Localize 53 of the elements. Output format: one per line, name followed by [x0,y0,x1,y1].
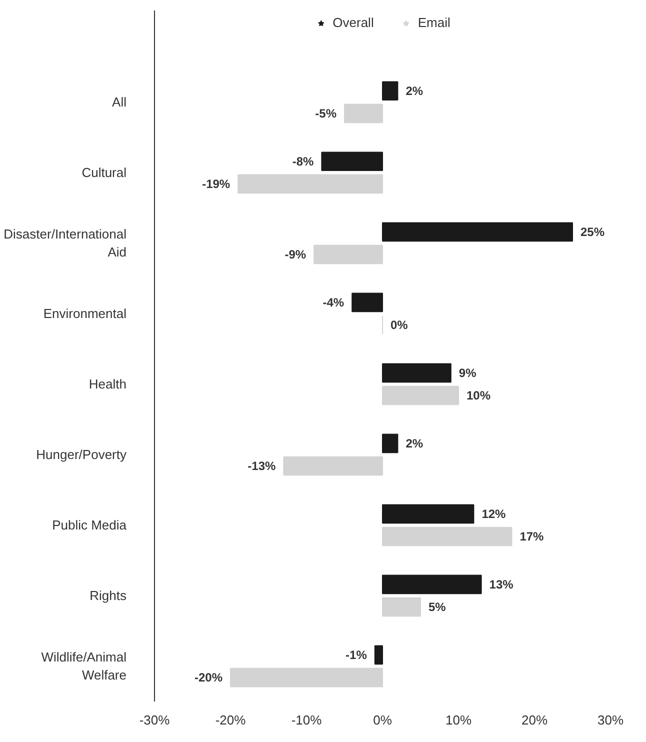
bar [382,363,452,383]
x-tick-label: 10% [445,712,472,728]
bar [382,434,398,454]
y-tick-label: Health [88,376,126,392]
data-label: -1% [346,648,368,662]
y-tick-label: Environmental [43,306,127,322]
bar [321,152,383,172]
y-tick-label: Rights [90,588,127,604]
bar [382,81,398,101]
data-label: 17% [520,530,544,544]
data-label: 0% [390,318,408,332]
x-tick-label: -20% [215,712,246,728]
data-label: 25% [580,224,605,239]
data-label: 5% [428,600,446,614]
y-tick-label: Wildlife/Animal Welfare [41,650,127,683]
data-label: -20% [194,670,223,685]
data-label: -19% [202,176,230,191]
bar [238,174,383,194]
y-tick-label: Public Media [52,518,128,533]
y-tick-label: Disaster/International Aid [4,226,127,260]
data-label: -4% [322,295,344,310]
data-label: 9% [458,366,477,380]
bar [283,456,383,476]
legend-label: Email [418,15,450,30]
x-tick-label: 30% [597,712,624,728]
bar [382,222,573,242]
data-label: 13% [489,577,514,592]
data-label: -9% [284,247,306,262]
bar [230,668,383,688]
bar [314,244,383,264]
y-tick-label: Hunger/Poverty [36,447,127,462]
bar [382,597,421,617]
bar [382,526,512,546]
data-label: -8% [292,154,314,168]
bar [352,292,383,312]
bar [382,574,482,594]
data-label: 10% [466,388,491,402]
data-label: -13% [248,458,276,473]
bar [382,386,459,406]
x-tick-label: 0% [373,712,392,728]
y-tick-label: All [112,94,127,110]
data-label: 12% [482,506,506,521]
legend-label: Overall [332,15,374,30]
data-label: -5% [315,106,337,120]
data-label: 2% [406,436,424,450]
x-tick-label: -30% [139,712,170,728]
x-tick-label: -10% [291,712,322,728]
data-label: 2% [406,84,424,98]
x-tick-label: 20% [521,712,548,728]
bar [344,104,383,124]
bar [374,645,383,665]
bar [382,504,474,524]
y-tick-label: Cultural [82,165,127,180]
